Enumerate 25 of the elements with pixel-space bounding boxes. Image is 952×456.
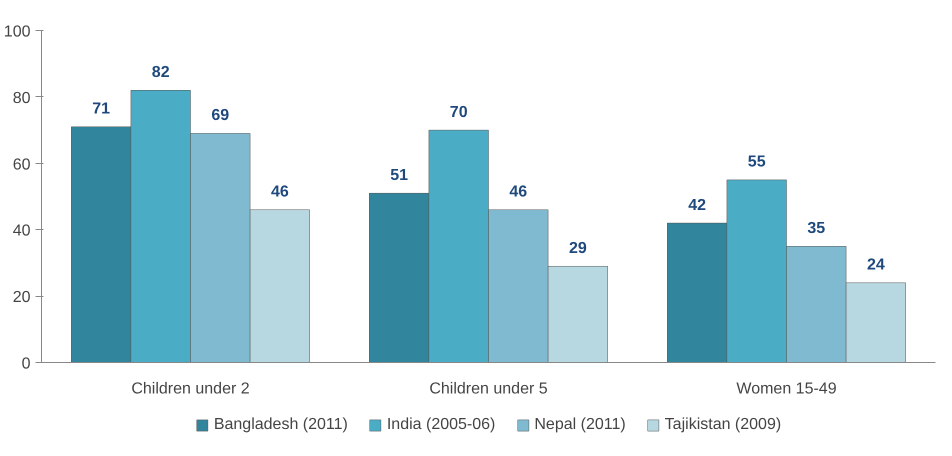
legend-label: India (2005-06) — [386, 416, 496, 434]
x-tick-label: Women 15-49 — [736, 380, 837, 398]
y-tick-label: 40 — [12, 222, 31, 240]
y-tick-label: 0 — [22, 356, 31, 372]
data-label: 35 — [807, 220, 826, 238]
y-tick-label: 80 — [12, 90, 31, 107]
data-label: 70 — [450, 104, 468, 121]
data-label: 69 — [211, 107, 230, 124]
y-tick-label: 100 — [4, 24, 31, 40]
y-tick-label: 60 — [12, 156, 31, 174]
legend-label: Nepal (2011) — [534, 416, 626, 434]
data-label: 46 — [509, 184, 528, 200]
data-label: 29 — [569, 240, 587, 257]
data-label: 55 — [748, 154, 766, 171]
x-tick-label: Children under 5 — [429, 380, 548, 398]
y-tick-label: 20 — [12, 289, 31, 306]
legend-label: Tajikistan (2009) — [664, 416, 782, 434]
data-label: 42 — [688, 196, 706, 214]
data-label: 71 — [92, 100, 110, 118]
data-label: 24 — [867, 256, 885, 274]
data-label: 82 — [152, 64, 170, 81]
legend-label: Bangladesh (2011) — [214, 416, 348, 434]
data-label: 51 — [390, 166, 408, 184]
data-label: 46 — [271, 184, 289, 200]
x-tick-label: Children under 2 — [131, 380, 250, 398]
